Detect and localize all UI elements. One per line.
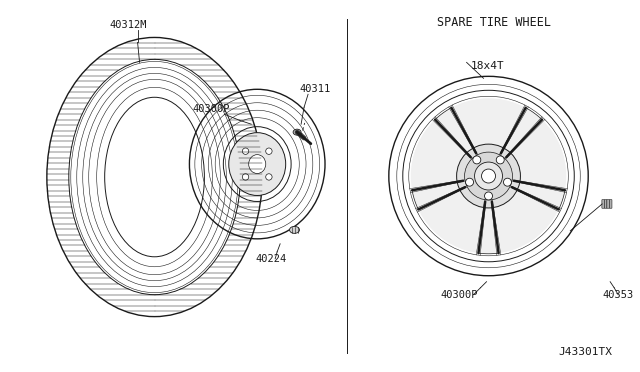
Circle shape: [465, 178, 474, 186]
Text: 40311: 40311: [299, 84, 330, 94]
Circle shape: [243, 174, 249, 180]
Ellipse shape: [289, 227, 300, 233]
Circle shape: [465, 152, 513, 200]
Circle shape: [411, 98, 566, 254]
FancyBboxPatch shape: [602, 200, 604, 208]
Text: 40300P: 40300P: [193, 104, 230, 114]
Circle shape: [475, 162, 502, 190]
Circle shape: [243, 148, 249, 154]
Circle shape: [496, 156, 504, 164]
Circle shape: [484, 192, 493, 200]
Text: J43301TX: J43301TX: [558, 347, 612, 357]
Ellipse shape: [228, 133, 285, 195]
Circle shape: [266, 148, 272, 154]
Text: 40353: 40353: [602, 290, 634, 300]
Circle shape: [456, 144, 520, 208]
Text: 40300P: 40300P: [441, 290, 478, 300]
Circle shape: [266, 174, 272, 180]
Text: 18x4T: 18x4T: [470, 61, 504, 71]
Circle shape: [481, 169, 495, 183]
FancyBboxPatch shape: [607, 200, 609, 208]
Text: 40224: 40224: [255, 254, 287, 264]
Ellipse shape: [249, 155, 266, 173]
Ellipse shape: [293, 129, 301, 135]
Circle shape: [504, 178, 511, 186]
Text: 40312M: 40312M: [109, 20, 147, 31]
Text: SPARE TIRE WHEEL: SPARE TIRE WHEEL: [436, 16, 550, 29]
Circle shape: [473, 156, 481, 164]
FancyBboxPatch shape: [604, 200, 607, 208]
FancyBboxPatch shape: [609, 200, 612, 208]
